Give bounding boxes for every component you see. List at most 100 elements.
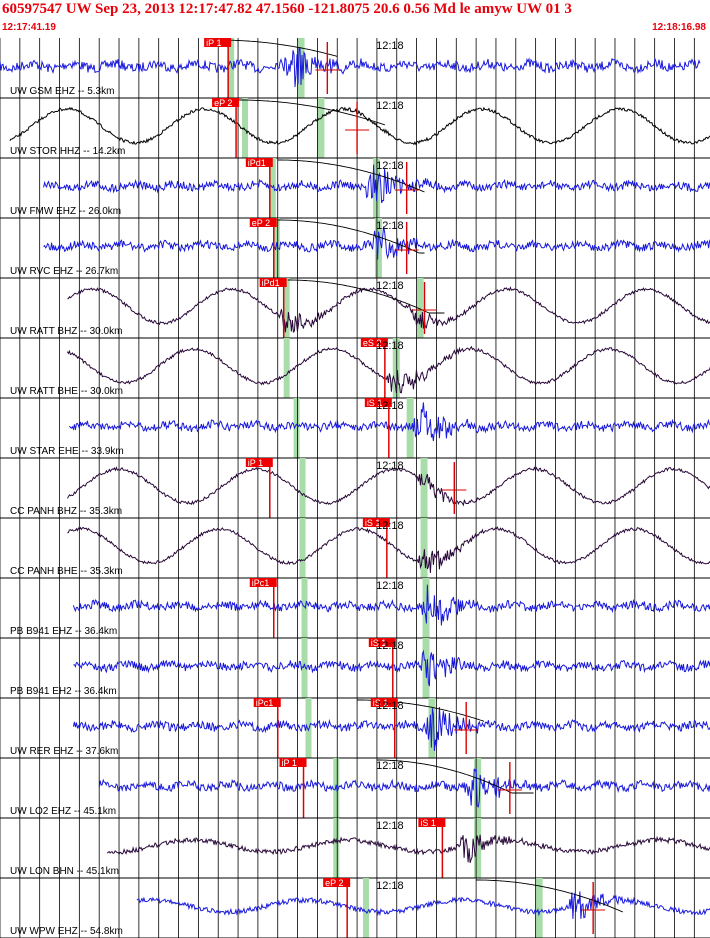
waveform-trace [66,345,710,394]
header: 60597547 UW Sep 23, 2013 12:17:47.82 47.… [0,0,710,38]
p-window-shade [301,578,308,638]
phase-pick-label: iP 1 [282,758,297,768]
trace-panel: eP 2 12:18 UW WPW EHZ -- 54.8km [0,878,710,938]
phase-pick-box [364,398,392,407]
phase-pick-box [360,338,388,347]
waveform-trace [43,164,710,204]
phase-pick-box [279,758,307,767]
phase-pick-label: iS 1 [373,698,389,708]
phase-pick-box [362,518,390,527]
s-window-shade [420,518,428,578]
phase-pick-box [253,698,281,707]
trace-panel: iS 112:18 UW STAR EHE -- 33.9km [0,398,710,459]
p-window-shade [283,338,290,398]
trace-panel: eP 2 12:18 UW RVC EHZ -- 26.7km [0,218,710,279]
channel-label: UW WPW EHZ -- 54.8km [10,926,123,937]
s-window-shade [474,758,482,818]
phase-pick-box [245,158,273,167]
phase-pick-box [370,698,398,707]
phase-pick-label: iS 1 [420,818,436,828]
s-window-shade [474,818,482,878]
phase-pick-box [204,38,232,47]
end-time: 12:18:16.98 [652,22,706,33]
phase-pick-box [249,578,277,587]
channel-label: PB B941 EHZ -- 36.4km [10,626,117,637]
trace-panel: iPd1 12:18 UW FMW EHZ -- 26.0km [0,158,710,219]
time-tick-label: 12:18 [376,700,404,712]
waveform-trace [106,834,710,863]
p-window-shade [283,278,290,338]
phase-pick-label: iP 1 [248,458,263,468]
phase-pick-label: iS 1 [367,398,383,408]
s-window-shade [317,98,325,158]
trace-panel: iP 1 12:18 UW LO2 EHZ -- 45.1km [0,758,710,819]
trace-panel: iS 1 12:18 UW LON BHN -- 45.1km [0,818,710,879]
p-window-shade [299,458,306,518]
trace-panel: iPd1 12:18 UW RATT BHZ -- 30.0km [0,278,710,339]
p-window-shade [242,98,249,158]
phase-pick-label: iPc1 [252,578,270,588]
waveform-trace [68,402,710,442]
waveform-trace [0,47,701,88]
channel-label: CC PANH BHZ -- 35.3km [10,506,122,517]
waveform-trace [67,526,710,574]
travel-time-curve [476,879,624,913]
channel-label: PB B941 EH2 -- 36.4km [10,686,117,697]
travel-time-curve [238,99,386,126]
travel-time-curve [277,219,425,254]
seismogram-plot[interactable]: iP 1 12:18 UW GSM EHZ -- 5.3km eP 2 12:18 UW … [0,38,710,938]
trace-panel: eS 212:18 UW RATT BHE -- 30.0km [0,338,710,399]
phase-pick-label: eS 2 [363,338,382,348]
channel-label: CC PANH BHE -- 35.3km [10,566,123,577]
trace-panel: iPc1 12:18 PB B941 EHZ -- 36.4km [0,578,710,639]
channel-label: UW RATT BHZ -- 30.0km [10,326,122,337]
time-tick-label: 12:18 [376,820,404,832]
waveform-trace [9,106,710,146]
travel-time-curve [287,279,445,314]
phase-pick-label: eP 2 [252,218,270,228]
channel-label: UW GSM EHZ -- 5.3km [10,86,114,97]
waveform-trace [72,706,710,751]
phase-pick-label: iPc1 [256,698,274,708]
time-tick-label: 12:18 [376,340,404,352]
time-tick-label: 12:18 [376,220,404,232]
phase-pick-label: iPd1 [248,158,266,168]
s-window-shade [420,458,428,518]
channel-label: UW RATT BHE -- 30.0km [10,386,123,397]
trace-panel: iS 112:18 PB B941 EH2 -- 36.4km [0,638,710,699]
p-window-shade [363,878,370,938]
trace-panel: iS 112:18 CC PANH BHE -- 35.3km [0,518,710,579]
phase-pick-box [249,218,277,227]
time-tick-label: 12:18 [376,160,404,172]
s-window-shade [422,578,430,638]
p-window-shade [293,398,300,458]
s-window-shade [535,878,543,938]
phase-pick-box [368,638,396,647]
phase-pick-label: iP 1 [206,38,221,48]
phase-pick-label: iPd1 [262,278,280,288]
waveform-trace [98,768,710,808]
p-window-shade [273,218,280,278]
s-window-shade [416,278,424,338]
time-tick-label: 12:18 [376,280,404,292]
waveform-trace [136,891,710,919]
phase-pick-label: eP 2 [325,878,343,888]
phase-pick-box [323,878,351,887]
waveform-trace [73,649,710,687]
phase-pick-box [418,818,446,827]
time-tick-label: 12:18 [376,760,404,772]
phase-pick-box [212,98,240,107]
time-tick-label: 12:18 [376,880,404,892]
trace-panel: iP 1 12:18 UW GSM EHZ -- 5.3km [0,38,710,99]
phase-pick-box [245,458,273,467]
channel-label: UW LON BHN -- 45.1km [10,866,119,877]
phase-pick-label: iS 1 [371,638,387,648]
channel-label: UW RVC EHZ -- 26.7km [10,266,118,277]
p-window-shade [228,38,235,98]
phase-pick-label: eP 2 [214,98,232,108]
time-tick-label: 12:18 [376,400,404,412]
trace-panel: iP 1 12:18 CC PANH BHZ -- 35.3km [0,458,710,519]
waveform-trace [43,226,710,260]
channel-label: UW LO2 EHZ -- 45.1km [10,806,116,817]
time-tick-label: 12:18 [376,580,404,592]
